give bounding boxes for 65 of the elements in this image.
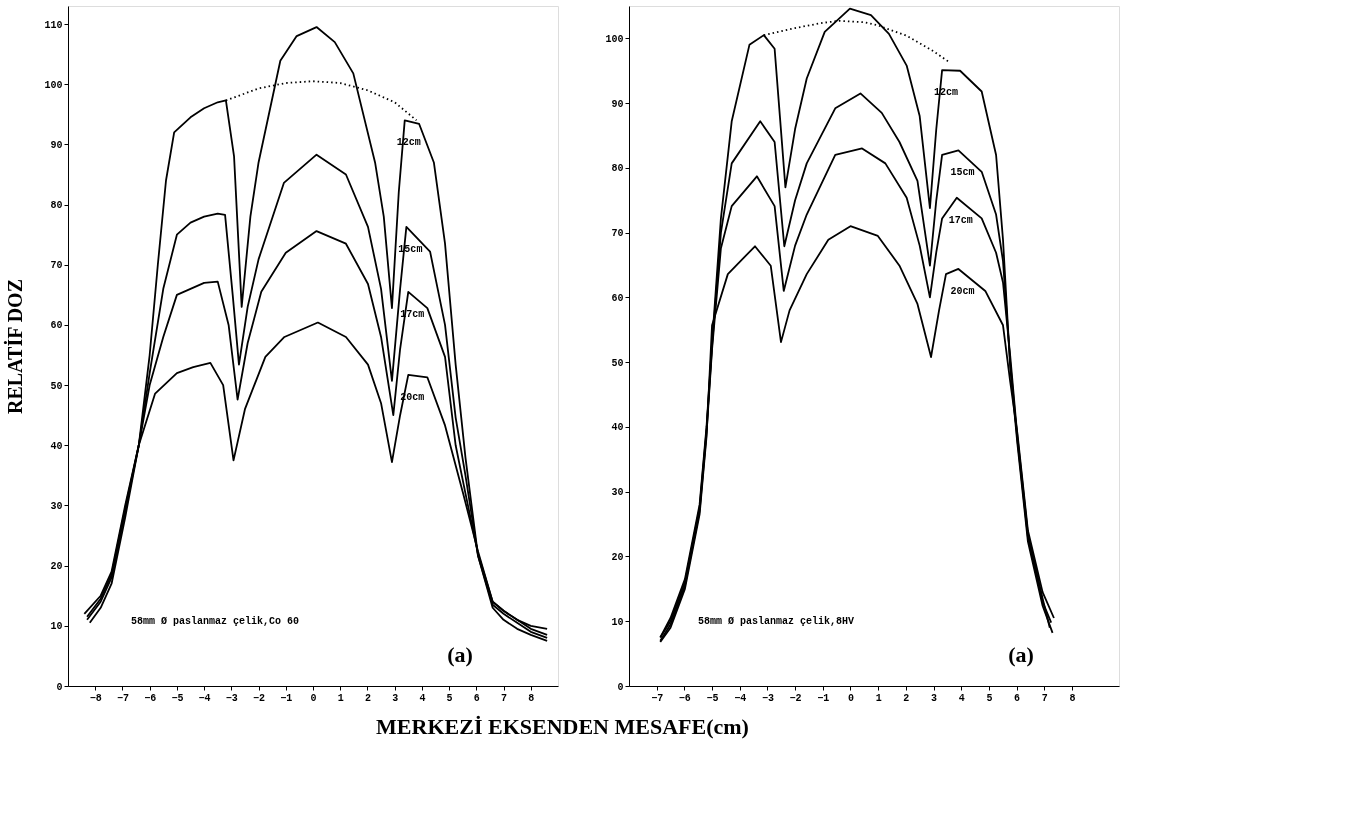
x-tick-label: 1 — [875, 692, 882, 704]
x-tick-label: 7 — [501, 692, 508, 704]
x-tick-label: 4 — [958, 692, 965, 704]
annotation: 58mm Ø paslanmaz çelik,Co 60 — [130, 616, 300, 628]
y-tick-label: 70 — [611, 228, 624, 240]
x-tick-label: −8 — [89, 692, 102, 704]
x-tick-label: −2 — [253, 692, 266, 704]
x-tick-label: −3 — [225, 692, 238, 704]
y-tick-label: 50 — [611, 357, 624, 369]
x-tick-label: 1 — [337, 692, 344, 704]
x-tick-label: −5 — [706, 692, 719, 704]
y-tick-label: 10 — [50, 621, 63, 633]
series-label: 15cm — [950, 167, 975, 179]
x-tick-label: −2 — [789, 692, 802, 704]
y-tick-label: 50 — [50, 380, 63, 392]
y-tick-label: 60 — [50, 320, 63, 332]
series-label: 20cm — [950, 285, 975, 297]
annotation: (a) — [1008, 642, 1034, 668]
x-tick-label: 5 — [446, 692, 453, 704]
x-tick-label: 3 — [392, 692, 399, 704]
y-axis-title: RELATİF DOZ — [3, 278, 27, 415]
x-tick-label: −6 — [678, 692, 691, 704]
x-tick-label: −7 — [651, 692, 664, 704]
y-tick-label: 30 — [50, 500, 63, 512]
x-tick-label: 2 — [903, 692, 910, 704]
x-tick-label: 4 — [419, 692, 426, 704]
y-tick-label: 80 — [50, 200, 63, 212]
y-tick-label: 90 — [50, 139, 63, 151]
x-tick-label: −3 — [761, 692, 774, 704]
y-tick-label: 60 — [611, 292, 624, 304]
x-tick-label: −4 — [198, 692, 211, 704]
y-tick-label: 20 — [50, 561, 63, 573]
y-tick-label: 0 — [56, 681, 63, 693]
x-tick-label: 0 — [847, 692, 854, 704]
x-axis-title: MERKEZİ EKSENDEN MESAFE(cm) — [376, 713, 749, 739]
y-tick-label: 40 — [611, 422, 624, 434]
y-tick-label: 80 — [611, 163, 624, 175]
x-tick-label: 3 — [931, 692, 938, 704]
x-tick-label: −5 — [171, 692, 184, 704]
series-label: 17cm — [948, 214, 973, 226]
y-tick-label: 10 — [611, 616, 624, 628]
y-tick-label: 90 — [611, 98, 624, 110]
annotation: (a) — [447, 642, 473, 668]
x-tick-label: −1 — [280, 692, 293, 704]
annotation: 58mm Ø paslanmaz çelik,8HV — [697, 616, 855, 628]
y-tick-label: 70 — [50, 260, 63, 272]
x-tick-label: 7 — [1041, 692, 1048, 704]
y-tick-label: 100 — [605, 33, 624, 45]
x-tick-label: 5 — [986, 692, 993, 704]
x-tick-label: 8 — [1069, 692, 1076, 704]
y-tick-label: 40 — [50, 440, 63, 452]
x-tick-label: −6 — [144, 692, 157, 704]
x-tick-label: −4 — [734, 692, 747, 704]
x-tick-label: 2 — [364, 692, 371, 704]
x-tick-label: 0 — [310, 692, 317, 704]
y-tick-label: 0 — [617, 681, 624, 693]
x-tick-label: 8 — [528, 692, 535, 704]
y-tick-label: 100 — [44, 79, 63, 91]
y-tick-label: 20 — [611, 551, 624, 563]
x-tick-label: −1 — [817, 692, 830, 704]
y-tick-label: 30 — [611, 487, 624, 499]
x-tick-label: −7 — [116, 692, 129, 704]
x-tick-label: 6 — [473, 692, 480, 704]
x-tick-label: 6 — [1014, 692, 1021, 704]
y-tick-label: 110 — [44, 19, 63, 31]
